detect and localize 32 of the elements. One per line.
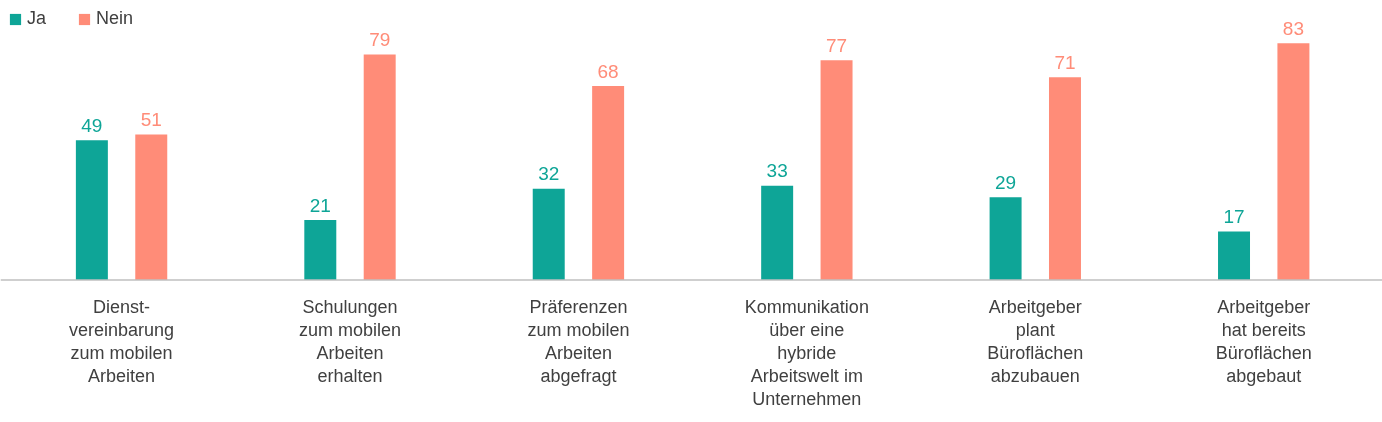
x-tick-label: Präferenzen zum mobilen Arbeiten abgefragt — [527, 296, 630, 386]
x-tick-label: Schulungen zum mobilen Arbeiten erhalten — [298, 296, 402, 386]
data-label: 49 — [81, 114, 103, 136]
bar — [761, 185, 794, 280]
x-tick-label: Kommunikation über eine hybride Arbeitswelt im Unternehmen — [744, 296, 869, 409]
legend-label: Ja — [27, 8, 47, 29]
data-label: 77 — [825, 34, 848, 56]
bar — [135, 134, 168, 280]
bar — [989, 197, 1022, 280]
data-label: 83 — [1282, 17, 1304, 39]
bar — [304, 220, 337, 280]
data-label: 79 — [369, 29, 391, 51]
data-label: 17 — [1223, 206, 1245, 228]
bar — [1277, 43, 1310, 280]
bar — [532, 188, 565, 280]
data-label: 29 — [995, 171, 1017, 193]
bar — [1218, 231, 1251, 280]
data-label: 71 — [1054, 51, 1076, 73]
data-label: 33 — [766, 160, 788, 182]
bar — [820, 60, 853, 280]
legend-label: Nein — [96, 8, 134, 29]
bar — [363, 54, 396, 280]
x-tick-label: Arbeitgeber plant Büroflächen abzubauen — [987, 296, 1084, 386]
bar — [1048, 77, 1081, 280]
x-tick-label: Arbeitgeber hat bereits Büroflächen abgebaut — [1215, 296, 1312, 386]
bar — [592, 85, 625, 280]
x-tick-label: Dienst- vereinbarung zum mobilen Arbeiten — [69, 296, 175, 386]
data-label: 32 — [538, 163, 560, 185]
data-label: 51 — [140, 109, 162, 131]
bar — [75, 140, 108, 280]
data-label: 68 — [597, 60, 619, 82]
data-label: 21 — [309, 194, 331, 216]
